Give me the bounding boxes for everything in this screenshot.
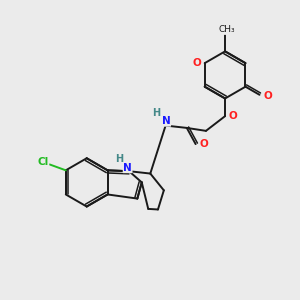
Text: O: O xyxy=(200,139,208,148)
Text: N: N xyxy=(123,163,132,173)
Text: N: N xyxy=(162,116,171,126)
Text: O: O xyxy=(229,110,238,121)
Text: H: H xyxy=(152,108,160,118)
Text: H: H xyxy=(116,154,124,164)
Text: O: O xyxy=(192,58,201,68)
Text: CH₃: CH₃ xyxy=(218,26,235,34)
Text: O: O xyxy=(263,91,272,101)
Text: Cl: Cl xyxy=(38,157,49,167)
